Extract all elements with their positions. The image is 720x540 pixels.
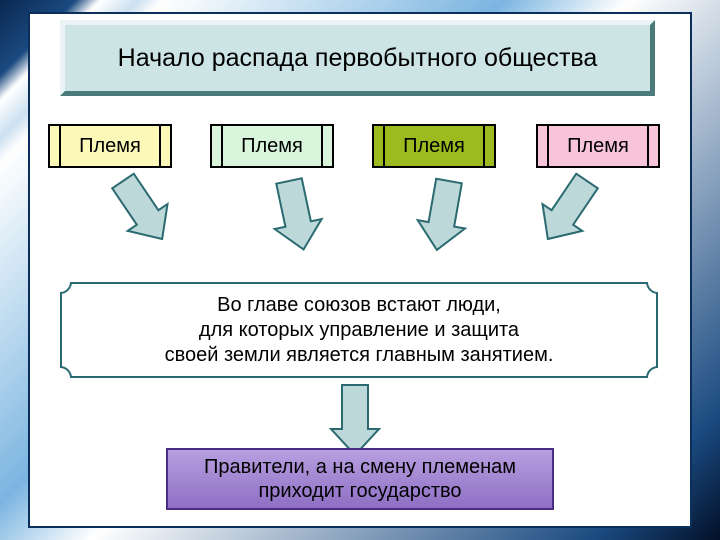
tribe-box-1: Племя — [48, 124, 172, 168]
tribe-label: Племя — [567, 135, 629, 158]
title-text: Начало распада первобытного общества — [118, 43, 598, 73]
arrow-icon — [328, 382, 382, 458]
tribe-label: Племя — [241, 135, 303, 158]
result-text: Правители, а на смену племенам приходит … — [180, 455, 540, 503]
description-text: Во главе союзов встают люди,для которых … — [165, 293, 554, 368]
tribe-box-4: Племя — [536, 124, 660, 168]
title-box: Начало распада первобытного общества — [60, 20, 655, 96]
description-box: Во главе союзов встают люди,для которых … — [60, 282, 658, 378]
tribe-box-2: Племя — [210, 124, 334, 168]
tribe-box-3: Племя — [372, 124, 496, 168]
result-box: Правители, а на смену племенам приходит … — [166, 448, 554, 510]
tribe-label: Племя — [403, 135, 465, 158]
tribe-label: Племя — [79, 135, 141, 158]
